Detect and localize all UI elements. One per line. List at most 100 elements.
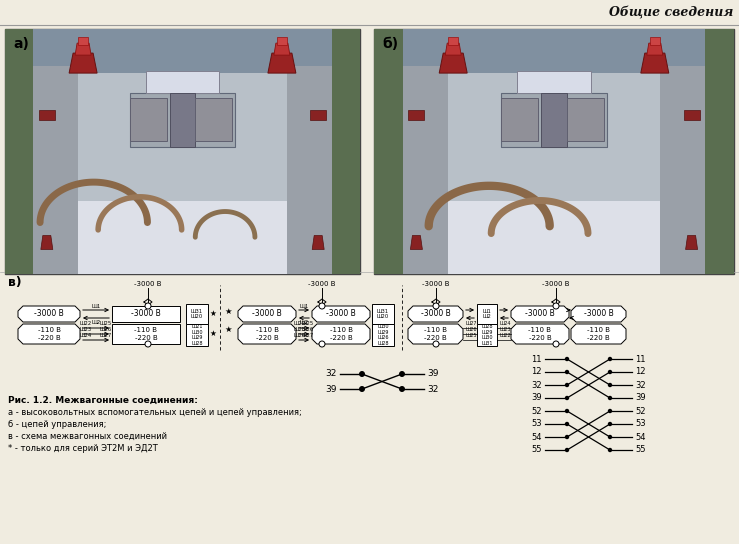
Polygon shape bbox=[312, 306, 370, 322]
Circle shape bbox=[553, 303, 559, 309]
Bar bbox=[0, 0, 739, 25]
Polygon shape bbox=[439, 53, 467, 73]
Bar bbox=[372, 324, 394, 346]
Text: -110 В
-220 В: -110 В -220 В bbox=[424, 327, 447, 341]
Text: Ш21
Ш30
Ш29
Ш28: Ш21 Ш30 Ш29 Ш28 bbox=[191, 324, 202, 346]
Circle shape bbox=[565, 448, 569, 452]
Bar bbox=[332, 29, 360, 274]
Text: в): в) bbox=[8, 276, 21, 289]
Text: Ш2: Ш2 bbox=[299, 320, 309, 325]
Text: -110 В
-220 В: -110 В -220 В bbox=[38, 327, 61, 341]
Polygon shape bbox=[18, 306, 80, 322]
Bar bbox=[186, 324, 208, 346]
Bar bbox=[403, 29, 705, 274]
Text: -3000 В: -3000 В bbox=[422, 281, 450, 287]
Polygon shape bbox=[571, 324, 626, 344]
Text: Ш31
Ш20: Ш31 Ш20 bbox=[377, 308, 389, 319]
Text: Ш26: Ш26 bbox=[302, 327, 314, 332]
Text: Ш23: Ш23 bbox=[80, 327, 92, 332]
Circle shape bbox=[565, 396, 569, 400]
Circle shape bbox=[607, 396, 612, 400]
Text: Ш26: Ш26 bbox=[100, 327, 112, 332]
Circle shape bbox=[359, 371, 365, 377]
Circle shape bbox=[145, 303, 151, 309]
Text: 54: 54 bbox=[635, 432, 645, 442]
Bar bbox=[477, 304, 497, 324]
Bar bbox=[477, 324, 497, 346]
Circle shape bbox=[565, 383, 569, 387]
Text: а): а) bbox=[13, 37, 29, 51]
Text: Ш28
Ш29
Ш30
Ш31: Ш28 Ш29 Ш30 Ш31 bbox=[481, 324, 493, 346]
Text: 12: 12 bbox=[635, 368, 645, 376]
Text: 53: 53 bbox=[531, 419, 542, 429]
Polygon shape bbox=[75, 43, 91, 55]
Bar bbox=[374, 29, 403, 274]
Polygon shape bbox=[41, 236, 52, 250]
Bar bbox=[501, 92, 607, 146]
Text: ★: ★ bbox=[224, 307, 232, 316]
Bar bbox=[5, 29, 33, 274]
Text: Ш25: Ш25 bbox=[302, 321, 314, 326]
Polygon shape bbox=[408, 324, 463, 344]
Text: 55: 55 bbox=[635, 446, 645, 454]
Polygon shape bbox=[18, 324, 80, 344]
Bar bbox=[33, 29, 332, 274]
Text: б): б) bbox=[382, 37, 398, 51]
Text: 11: 11 bbox=[635, 355, 645, 363]
Text: -110 В
-220 В: -110 В -220 В bbox=[528, 327, 551, 341]
Text: Ш24: Ш24 bbox=[499, 321, 511, 326]
Circle shape bbox=[607, 422, 612, 426]
Polygon shape bbox=[238, 324, 296, 344]
Bar bbox=[170, 92, 195, 146]
Text: Ш27: Ш27 bbox=[302, 333, 314, 338]
Bar bbox=[33, 66, 78, 274]
Text: -3000 В: -3000 В bbox=[542, 281, 570, 287]
Text: Ш22: Ш22 bbox=[499, 333, 511, 338]
Circle shape bbox=[565, 357, 569, 361]
Text: 39: 39 bbox=[427, 369, 438, 379]
Bar bbox=[78, 37, 88, 45]
Text: Ш23: Ш23 bbox=[499, 327, 511, 332]
Text: -3000 В: -3000 В bbox=[34, 310, 64, 318]
Circle shape bbox=[399, 386, 405, 392]
Text: 52: 52 bbox=[531, 406, 542, 416]
Bar bbox=[195, 98, 231, 141]
Text: -110 В
-220 В: -110 В -220 В bbox=[134, 327, 157, 341]
Text: Общие сведения: Общие сведения bbox=[609, 7, 733, 20]
Polygon shape bbox=[238, 306, 296, 322]
Circle shape bbox=[319, 303, 325, 309]
Text: -110 В
-220 В: -110 В -220 В bbox=[587, 327, 610, 341]
Text: Рис. 1.2. Межвагонные соединения:: Рис. 1.2. Межвагонные соединения: bbox=[8, 396, 198, 405]
Circle shape bbox=[607, 409, 612, 413]
Bar bbox=[33, 29, 332, 73]
Text: -3000 В: -3000 В bbox=[134, 281, 162, 287]
Polygon shape bbox=[410, 236, 423, 250]
Bar bbox=[448, 37, 458, 45]
Circle shape bbox=[607, 435, 612, 439]
Circle shape bbox=[145, 341, 151, 347]
Text: Ш24: Ш24 bbox=[80, 333, 92, 338]
Text: Ш2: Ш2 bbox=[92, 320, 101, 325]
Text: Ш1
Ш2: Ш1 Ш2 bbox=[483, 308, 491, 319]
Polygon shape bbox=[571, 306, 626, 322]
Text: ★: ★ bbox=[210, 309, 217, 318]
Text: Ш26: Ш26 bbox=[466, 327, 477, 332]
Bar bbox=[567, 98, 604, 141]
Polygon shape bbox=[312, 324, 370, 344]
Polygon shape bbox=[69, 53, 97, 73]
Text: 32: 32 bbox=[531, 380, 542, 390]
Text: -3000 В: -3000 В bbox=[131, 310, 161, 318]
Text: Ш30
Ш29
Ш26
Ш28: Ш30 Ш29 Ш26 Ш28 bbox=[377, 324, 389, 346]
Text: Ш31
Ш20: Ш31 Ш20 bbox=[191, 308, 203, 319]
Text: -3000 В: -3000 В bbox=[584, 310, 613, 318]
Circle shape bbox=[319, 341, 325, 347]
Polygon shape bbox=[684, 110, 700, 120]
Text: в - схема межвагонных соединений: в - схема межвагонных соединений bbox=[8, 432, 167, 441]
Text: 32: 32 bbox=[427, 385, 438, 393]
Circle shape bbox=[553, 341, 559, 347]
Text: ★: ★ bbox=[224, 325, 232, 334]
Bar bbox=[130, 92, 235, 146]
Text: ★: ★ bbox=[210, 329, 217, 338]
Text: 39: 39 bbox=[325, 385, 337, 393]
Text: -3000 В: -3000 В bbox=[326, 310, 356, 318]
